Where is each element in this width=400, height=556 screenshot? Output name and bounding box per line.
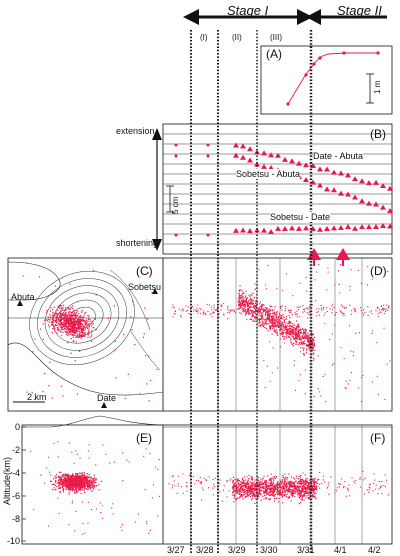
stage-2-label: Stage II [337,3,382,18]
date-lines [162,30,363,553]
panel-e-label: (E) [136,431,152,445]
series-label-date-abuta: Date - Abuta [313,151,364,161]
panel-a-label: (A) [266,47,282,61]
phase-1-label: (I) [200,33,208,42]
altitude-tick-label: -8 [11,514,20,524]
panel-d-label: (D) [370,264,387,278]
stage-1-label: Stage I [227,3,269,18]
panel-e [21,415,164,545]
date-tick-label: 4/1 [334,545,347,555]
altitude-tick-label: -2 [11,445,20,455]
stage-arrows [183,9,387,25]
altitude-tick-label: -6 [11,491,20,501]
place-abuta: Abuta [11,292,35,302]
series-label-sobetsu-abuta: Sobetsu - Abuta [236,169,301,179]
altitude-tick-label: -4 [11,468,20,478]
extension-label: extension [116,126,155,136]
date-tick-label: 4/2 [368,545,381,555]
panel-a-scale-bar [366,73,374,104]
place-date: Date [97,393,117,403]
panel-b [152,123,393,255]
panel-f-label: (F) [370,431,386,445]
panel-d [162,257,393,412]
altitude-axis-label: Altitude(km) [2,456,12,505]
panel-b-label: (B) [370,127,386,141]
series-label-sobetsu-date: Sobetsu - Date [270,212,331,222]
shortening-label: shortening [116,238,159,248]
phase-3-label: (III) [270,33,282,42]
date-tick-label: 3/30 [260,545,278,555]
eruption-arrows [307,248,350,266]
date-tick-label: 3/27 [167,545,185,555]
date-tick-label: 3/28 [196,545,214,555]
panel-c-scale-label: 2 km [27,392,47,402]
panel-b-scale-label: 5 cm [171,196,180,214]
date-tick-label: 3/31 [297,545,315,555]
panel-c-label: (C) [136,264,153,278]
altitude-tick-label: -10 [6,536,20,546]
date-tick-label: 3/29 [228,545,246,555]
panel-a-frame [260,45,393,115]
panel-a-scale-label: 1 m [373,80,382,94]
panel-a-points [286,51,380,106]
place-sobetsu: Sobetsu [128,282,162,292]
phase-2-label: (II) [232,33,242,42]
panel-f [162,424,393,545]
panel-a-curve [287,52,378,105]
altitude-tick-label: 0 [14,422,20,432]
